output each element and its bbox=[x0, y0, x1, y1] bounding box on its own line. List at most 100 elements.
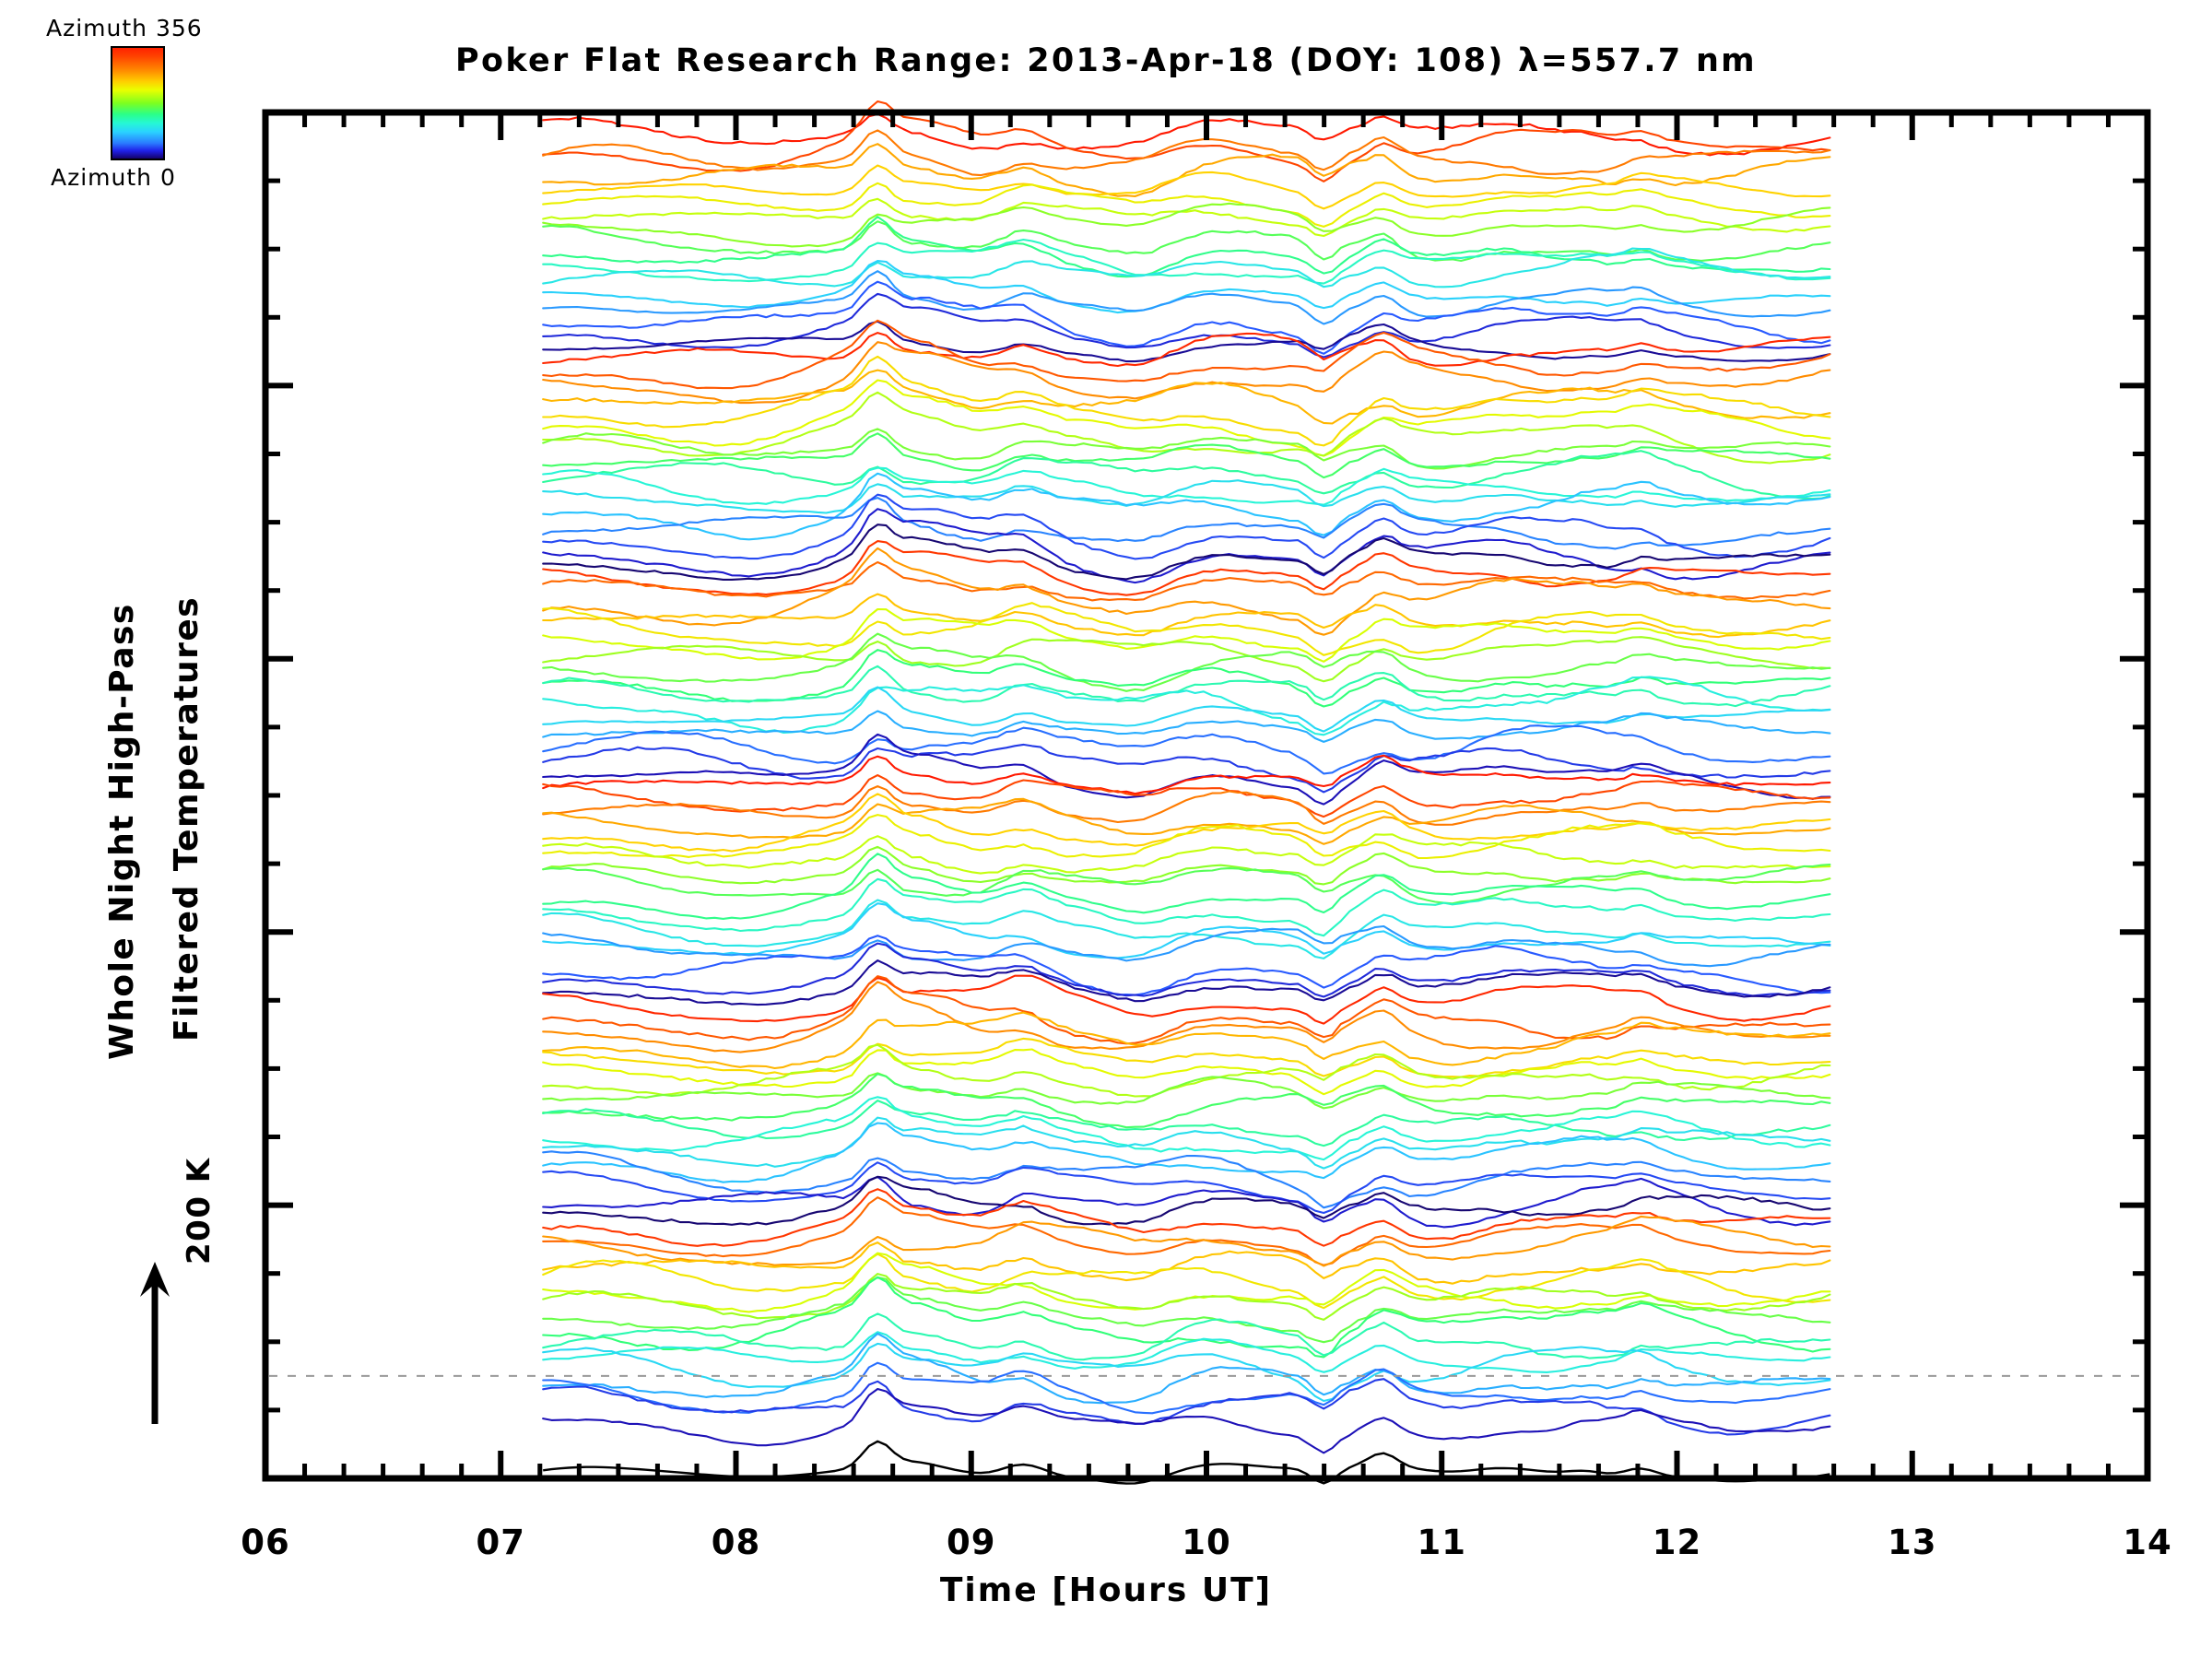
scale-bar-label: 200 K bbox=[181, 1157, 218, 1265]
trace-line bbox=[542, 1196, 1831, 1266]
trace-line bbox=[542, 247, 1831, 288]
trace-line bbox=[542, 100, 1831, 182]
x-tick-label: 13 bbox=[1888, 1523, 1937, 1562]
trace-line bbox=[542, 935, 1831, 996]
trace-line bbox=[542, 260, 1831, 314]
trace-line bbox=[542, 270, 1831, 325]
trace-line bbox=[542, 632, 1831, 692]
trace-line bbox=[542, 1161, 1831, 1215]
trace-line bbox=[542, 924, 1831, 968]
x-tick-label: 14 bbox=[2123, 1523, 2172, 1562]
trace-line bbox=[542, 1215, 1831, 1267]
trace-line bbox=[542, 450, 1831, 500]
trace-line bbox=[542, 1011, 1831, 1070]
trace-line bbox=[542, 1175, 1831, 1226]
trace-line bbox=[542, 143, 1831, 198]
trace-line bbox=[542, 1253, 1831, 1310]
trace-line bbox=[542, 724, 1831, 775]
trace-line bbox=[542, 833, 1831, 875]
trace-line bbox=[542, 981, 1831, 1053]
trace-line bbox=[542, 797, 1831, 845]
x-axis-title: Time [Hours UT] bbox=[939, 1571, 1273, 1609]
trace-line bbox=[542, 1273, 1831, 1321]
x-tick-labels: 06 07 08 09 10 11 12 13 14 bbox=[241, 1523, 2172, 1562]
trace-line bbox=[542, 899, 1831, 959]
x-tick-label: 11 bbox=[1418, 1523, 1467, 1562]
trace-line bbox=[542, 1188, 1831, 1247]
trace-line bbox=[542, 1043, 1831, 1098]
y-axis-title-line2: Filtered Temperatures bbox=[168, 595, 206, 1041]
x-tick-label: 08 bbox=[712, 1523, 761, 1562]
y-axis-title-line1: Whole Night High-Pass bbox=[103, 603, 141, 1060]
trace-line bbox=[542, 665, 1831, 708]
trace-line bbox=[542, 733, 1831, 806]
trace-line bbox=[542, 1037, 1831, 1078]
trace-line bbox=[542, 1378, 1831, 1436]
trace-line bbox=[542, 1332, 1831, 1405]
trace-line bbox=[542, 1312, 1831, 1361]
trace-line bbox=[542, 379, 1831, 457]
trace-line bbox=[542, 112, 1831, 157]
trace-line bbox=[542, 280, 1831, 355]
trace-line bbox=[542, 202, 1831, 248]
rainbow-colorbar bbox=[111, 46, 165, 160]
trace-line bbox=[542, 355, 1831, 447]
trace-line bbox=[542, 391, 1831, 465]
trace-line bbox=[542, 332, 1831, 368]
trace-line bbox=[542, 129, 1831, 177]
trace-line bbox=[542, 754, 1831, 795]
trace-line bbox=[542, 774, 1831, 818]
trace-lines bbox=[542, 100, 1831, 1485]
trace-line bbox=[542, 607, 1831, 663]
trace-line bbox=[542, 493, 1831, 560]
trace-line bbox=[542, 1276, 1831, 1359]
trace-line bbox=[542, 472, 1831, 541]
trace-line bbox=[542, 877, 1831, 937]
trace-line bbox=[542, 676, 1831, 736]
trace-line bbox=[542, 216, 1831, 278]
trace-line bbox=[542, 320, 1831, 363]
trace-line bbox=[542, 975, 1831, 1045]
trace-line bbox=[542, 182, 1831, 228]
trace-line bbox=[542, 1048, 1831, 1096]
trace-line bbox=[542, 743, 1831, 794]
trace-line bbox=[542, 845, 1831, 886]
trace-line bbox=[542, 1096, 1831, 1161]
colorbar-top-label: Azimuth 356 bbox=[46, 15, 203, 41]
trace-line bbox=[542, 341, 1831, 405]
trace-line bbox=[542, 1342, 1831, 1403]
axes-frame bbox=[262, 109, 2151, 1482]
colorbar-bottom-label: Azimuth 0 bbox=[51, 164, 176, 191]
trace-line bbox=[542, 636, 1831, 683]
trace-line bbox=[542, 1361, 1831, 1415]
trace-line bbox=[542, 602, 1831, 656]
trace-line bbox=[542, 508, 1831, 584]
trace-line bbox=[542, 479, 1831, 514]
trace-line bbox=[542, 432, 1831, 479]
trace-line bbox=[542, 974, 1831, 1025]
trace-line bbox=[542, 785, 1831, 826]
trace-line bbox=[542, 942, 1831, 998]
trace-line bbox=[542, 1175, 1831, 1229]
trace-line bbox=[542, 164, 1831, 210]
trace-line bbox=[542, 593, 1831, 639]
scale-bar-arrowhead bbox=[140, 1262, 170, 1297]
chart-title: Poker Flat Research Range: 2013-Apr-18 (… bbox=[455, 42, 1757, 79]
trace-line bbox=[542, 540, 1831, 596]
trace-line bbox=[542, 428, 1831, 470]
azimuth-colorbar-legend: Azimuth 356 Azimuth 0 bbox=[0, 0, 276, 212]
trace-line bbox=[542, 853, 1831, 920]
trace-line bbox=[542, 466, 1831, 506]
trace-line bbox=[542, 292, 1831, 359]
x-tick-label: 06 bbox=[241, 1523, 290, 1562]
trace-line bbox=[542, 547, 1831, 636]
trace-line bbox=[542, 497, 1831, 550]
x-tick-label: 09 bbox=[947, 1523, 996, 1562]
trace-line bbox=[542, 686, 1831, 733]
trace-line bbox=[542, 1387, 1831, 1454]
trace-line bbox=[542, 1072, 1831, 1110]
trace-line bbox=[542, 1122, 1831, 1183]
trace-line bbox=[542, 560, 1831, 602]
